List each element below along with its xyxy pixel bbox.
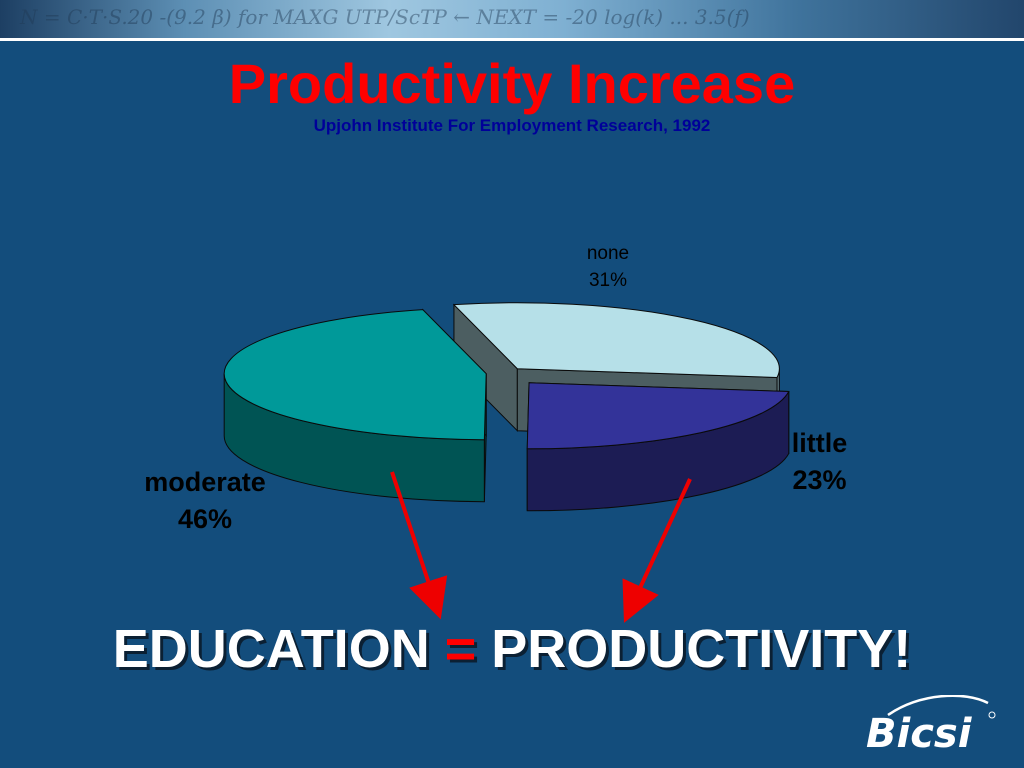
logo-wordmark: Bicsi xyxy=(866,711,973,755)
banner-formula-text: N = C·T·S.20 -(9.2 β) for MAXG UTP/ScTP … xyxy=(19,5,750,29)
pie-slice-little-top xyxy=(526,382,790,450)
slide-subtitle: Upjohn Institute For Employment Research… xyxy=(313,116,711,135)
header-banner: N = C·T·S.20 -(9.2 β) for MAXG UTP/ScTP … xyxy=(0,0,1024,38)
headline-productivity: PRODUCTIVITY! xyxy=(491,619,912,679)
slide-title: Productivity Increase xyxy=(228,52,796,115)
label-moderate: moderate 46% xyxy=(112,464,298,538)
label-little: little 23% xyxy=(762,425,877,499)
label-none: none 31% xyxy=(548,240,668,294)
banner-divider xyxy=(0,38,1024,41)
pie-slice-moderate-top xyxy=(223,309,487,441)
pie-slice-none-top xyxy=(452,302,780,378)
label-none-value: 31% xyxy=(588,270,628,291)
label-little-value: 23% xyxy=(792,465,847,495)
pie-slice-little xyxy=(526,382,790,512)
logo-swoosh xyxy=(887,695,989,717)
pie-slice-moderate xyxy=(223,308,487,503)
headline-equals: = xyxy=(444,619,477,679)
pie-slices xyxy=(223,302,790,512)
arrow-moderate-to-education xyxy=(390,471,448,620)
label-none-category: none xyxy=(586,243,630,264)
label-little-category: little xyxy=(791,428,848,458)
headline-education: EDUCATION xyxy=(112,619,430,679)
headline: EDUCATION = PRODUCTIVITY! xyxy=(0,618,1024,680)
arrow-little-to-productivity xyxy=(622,478,692,623)
logo-registered-mark xyxy=(988,711,996,719)
bicsi-logo: Bicsi xyxy=(866,695,996,755)
label-moderate-category: moderate xyxy=(144,467,266,497)
label-moderate-value: 46% xyxy=(177,504,233,534)
